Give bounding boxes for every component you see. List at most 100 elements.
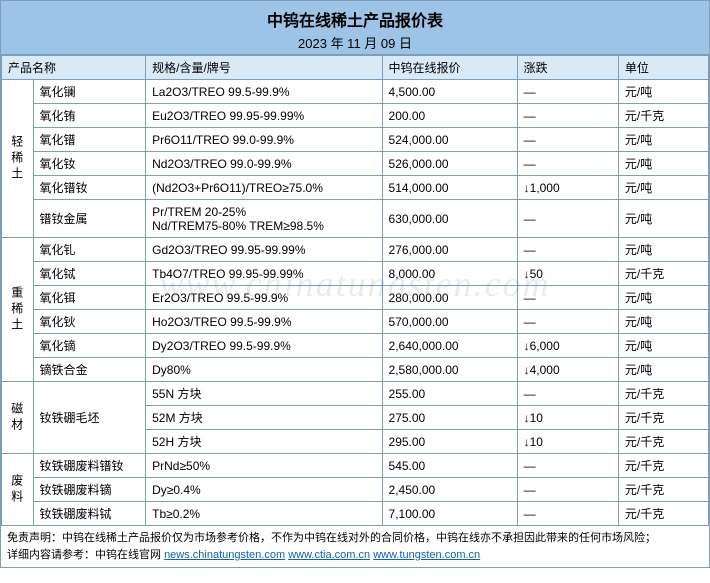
- disclaimer: 免责声明：中钨在线稀土产品报价仅为市场参考价格，不作为中钨在线对外的合同价格，中…: [7, 532, 656, 544]
- price-table-container: 中钨在线稀土产品报价表 2023 年 11 月 09 日 产品名称 规格/含量/…: [0, 0, 710, 568]
- cell-spec: PrNd≥50%: [146, 454, 382, 478]
- col-name: 产品名称: [2, 56, 146, 80]
- cell-unit: 元/千克: [618, 502, 708, 526]
- cell-price: 514,000.00: [382, 176, 517, 200]
- cell-unit: 元/千克: [618, 406, 708, 430]
- cell-unit: 元/吨: [618, 238, 708, 262]
- cell-change: —: [517, 128, 618, 152]
- cell-spec: Tb≥0.2%: [146, 502, 382, 526]
- col-unit: 单位: [618, 56, 708, 80]
- product-name: 钕铁硼废料镝: [33, 478, 146, 502]
- product-name: 氧化铽: [33, 262, 146, 286]
- cell-unit: 元/吨: [618, 286, 708, 310]
- table-row: 氧化铽Tb4O7/TREO 99.95-99.99%8,000.00↓50元/千…: [2, 262, 709, 286]
- cell-price: 255.00: [382, 382, 517, 406]
- footnote-prefix: 详细内容请参考：中钨在线官网: [7, 549, 164, 561]
- cell-spec: (Nd2O3+Pr6O11)/TREO≥75.0%: [146, 176, 382, 200]
- category-cell: 重稀土: [2, 238, 34, 382]
- cell-price: 630,000.00: [382, 200, 517, 238]
- cell-unit: 元/千克: [618, 430, 708, 454]
- cell-change: —: [517, 104, 618, 128]
- cell-price: 7,100.00: [382, 502, 517, 526]
- link-tungsten[interactable]: www.tungsten.com.cn: [373, 549, 480, 561]
- product-name: 氧化钬: [33, 310, 146, 334]
- cell-change: ↓50: [517, 262, 618, 286]
- cell-unit: 元/吨: [618, 128, 708, 152]
- product-name: 氧化铕: [33, 104, 146, 128]
- cell-unit: 元/千克: [618, 262, 708, 286]
- cell-spec: 55N 方块: [146, 382, 382, 406]
- price-table: 产品名称 规格/含量/牌号 中钨在线报价 涨跌 单位 轻稀土氧化镧La2O3/T…: [1, 55, 709, 526]
- table-row: 氧化钬Ho2O3/TREO 99.5-99.9%570,000.00—元/吨: [2, 310, 709, 334]
- cell-spec: Er2O3/TREO 99.5-99.9%: [146, 286, 382, 310]
- cell-change: —: [517, 152, 618, 176]
- product-name: 氧化镨钕: [33, 176, 146, 200]
- category-cell: 废料: [2, 454, 34, 526]
- link-news[interactable]: news.chinatungsten.com: [164, 549, 285, 561]
- cell-price: 276,000.00: [382, 238, 517, 262]
- cell-change: ↓6,000: [517, 334, 618, 358]
- product-name: 氧化铒: [33, 286, 146, 310]
- cell-unit: 元/吨: [618, 334, 708, 358]
- cell-unit: 元/千克: [618, 454, 708, 478]
- cell-spec: Pr/TREM 20-25% Nd/TREM75-80% TREM≥98.5%: [146, 200, 382, 238]
- cell-price: 8,000.00: [382, 262, 517, 286]
- table-row: 氧化铒Er2O3/TREO 99.5-99.9%280,000.00—元/吨: [2, 286, 709, 310]
- table-header: 中钨在线稀土产品报价表 2023 年 11 月 09 日: [1, 1, 709, 55]
- table-row: 磁材钕铁硼毛坯55N 方块255.00—元/千克: [2, 382, 709, 406]
- table-row: 镝铁合金Dy80%2,580,000.00↓4,000元/吨: [2, 358, 709, 382]
- table-row: 轻稀土氧化镧La2O3/TREO 99.5-99.9%4,500.00—元/吨: [2, 80, 709, 104]
- cell-spec: Dy80%: [146, 358, 382, 382]
- cell-change: ↓10: [517, 406, 618, 430]
- cell-unit: 元/千克: [618, 104, 708, 128]
- cell-spec: 52M 方块: [146, 406, 382, 430]
- cell-price: 2,640,000.00: [382, 334, 517, 358]
- cell-unit: 元/吨: [618, 80, 708, 104]
- cell-price: 524,000.00: [382, 128, 517, 152]
- cell-spec: 52H 方块: [146, 430, 382, 454]
- cell-unit: 元/吨: [618, 358, 708, 382]
- table-row: 氧化镨钕(Nd2O3+Pr6O11)/TREO≥75.0%514,000.00↓…: [2, 176, 709, 200]
- cell-spec: Dy≥0.4%: [146, 478, 382, 502]
- col-change: 涨跌: [517, 56, 618, 80]
- product-name: 氧化镨: [33, 128, 146, 152]
- cell-unit: 元/吨: [618, 176, 708, 200]
- table-date: 2023 年 11 月 09 日: [1, 33, 709, 52]
- table-row: 废料钕铁硼废料镨钕PrNd≥50%545.00—元/千克: [2, 454, 709, 478]
- product-name: 钕铁硼废料镨钕: [33, 454, 146, 478]
- cell-price: 275.00: [382, 406, 517, 430]
- footnote: 免责声明：中钨在线稀土产品报价仅为市场参考价格，不作为中钨在线对外的合同价格，中…: [1, 526, 709, 567]
- cell-spec: La2O3/TREO 99.5-99.9%: [146, 80, 382, 104]
- cell-price: 545.00: [382, 454, 517, 478]
- cell-spec: Dy2O3/TREO 99.5-99.9%: [146, 334, 382, 358]
- product-name: 氧化镝: [33, 334, 146, 358]
- product-name: 钕铁硼毛坯: [33, 382, 146, 454]
- cell-price: 2,580,000.00: [382, 358, 517, 382]
- cell-change: —: [517, 454, 618, 478]
- cell-change: —: [517, 478, 618, 502]
- table-row: 氧化钕Nd2O3/TREO 99.0-99.9%526,000.00—元/吨: [2, 152, 709, 176]
- cell-change: —: [517, 286, 618, 310]
- cell-price: 295.00: [382, 430, 517, 454]
- cell-price: 200.00: [382, 104, 517, 128]
- cell-unit: 元/吨: [618, 310, 708, 334]
- cell-spec: Tb4O7/TREO 99.95-99.99%: [146, 262, 382, 286]
- link-ctia[interactable]: www.ctia.com.cn: [288, 549, 370, 561]
- category-cell: 磁材: [2, 382, 34, 454]
- cell-price: 570,000.00: [382, 310, 517, 334]
- cell-spec: Eu2O3/TREO 99.95-99.99%: [146, 104, 382, 128]
- product-name: 氧化镧: [33, 80, 146, 104]
- cell-change: —: [517, 382, 618, 406]
- table-row: 氧化铕Eu2O3/TREO 99.95-99.99%200.00—元/千克: [2, 104, 709, 128]
- cell-spec: Nd2O3/TREO 99.0-99.9%: [146, 152, 382, 176]
- cell-change: —: [517, 80, 618, 104]
- cell-price: 4,500.00: [382, 80, 517, 104]
- table-row: 镨钕金属Pr/TREM 20-25% Nd/TREM75-80% TREM≥98…: [2, 200, 709, 238]
- cell-change: ↓4,000: [517, 358, 618, 382]
- cell-change: —: [517, 310, 618, 334]
- cell-change: —: [517, 238, 618, 262]
- cell-unit: 元/千克: [618, 382, 708, 406]
- cell-price: 2,450.00: [382, 478, 517, 502]
- header-row: 产品名称 规格/含量/牌号 中钨在线报价 涨跌 单位: [2, 56, 709, 80]
- cell-price: 526,000.00: [382, 152, 517, 176]
